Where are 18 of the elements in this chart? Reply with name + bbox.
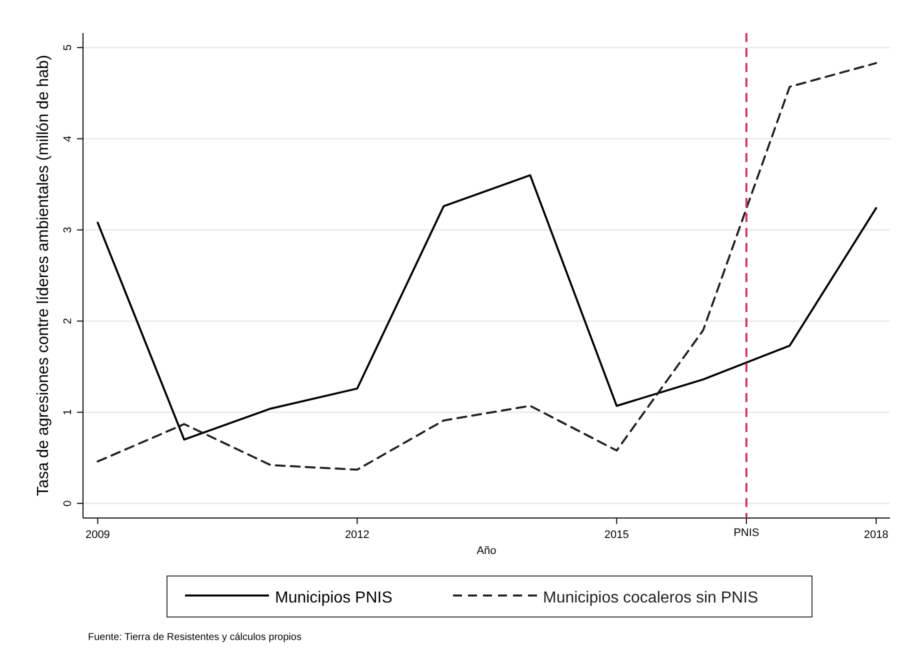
x-tick-label: 2009 [85,529,110,541]
y-tick-label: 2 [62,318,74,324]
x-tick-label: 2018 [864,529,888,541]
y-tick-label: 1 [62,409,74,416]
y-tick-label: 3 [62,226,74,233]
y-tick-label: 5 [62,44,74,51]
y-tick-label: 4 [62,136,74,142]
text: Municipios cocaleros sin PNIS [543,590,758,606]
line-series [96,174,878,441]
y-axis-title: Tasa de agresiones contre líderes ambientales (millón de hab) [35,54,52,496]
text: Municipios PNIS [275,590,392,606]
line-series [96,62,878,471]
x-axis-title: Año [476,545,496,557]
x-tick-label: 2012 [344,529,370,541]
source-note: Fuente: Tierra de Resistentes y cálculos propios [88,632,302,643]
y-tick-label: 0 [62,500,74,506]
ref-line-label: PNIS [734,527,760,539]
x-tick-label: 2015 [604,529,629,541]
